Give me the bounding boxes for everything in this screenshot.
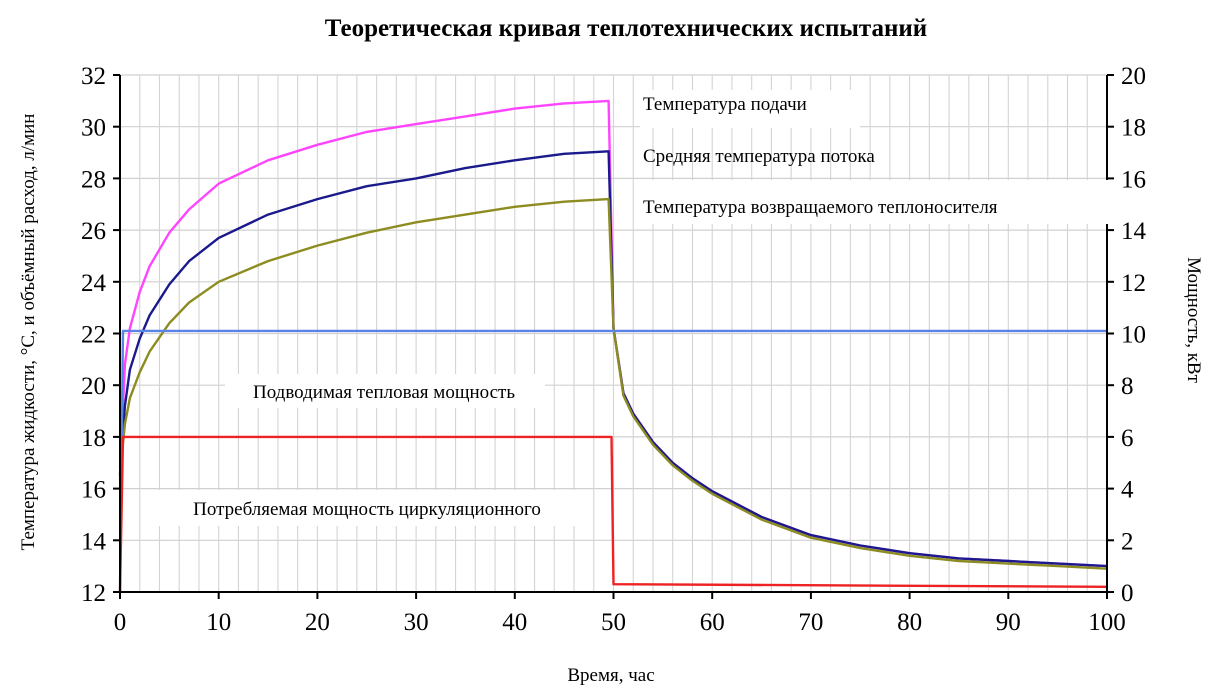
y-right-tick-label: 10 — [1121, 322, 1146, 349]
y-right-tick-label: 8 — [1121, 373, 1134, 400]
y-left-tick-label: 18 — [81, 425, 106, 452]
y-right-tick-label: 6 — [1121, 425, 1134, 452]
y-left-tick-label: 24 — [81, 270, 107, 297]
x-tick-label: 10 — [206, 609, 231, 636]
y-right-tick-label: 2 — [1121, 528, 1134, 555]
y-left-tick-label: 14 — [81, 528, 107, 555]
x-tick-label: 0 — [114, 609, 127, 636]
y-right-tick-label: 0 — [1121, 580, 1134, 607]
annotation-label-2: Средняя температура потока — [643, 146, 875, 167]
y-right-tick-label: 18 — [1121, 115, 1146, 142]
annotation-label-3: Температура возвращаемого теплоносителя — [643, 197, 998, 218]
annotation-background — [640, 180, 1110, 224]
x-tick-label: 50 — [601, 609, 626, 636]
x-tick-label: 20 — [305, 609, 330, 636]
y-left-tick-label: 32 — [81, 63, 106, 90]
series-line-3 — [118, 197, 1108, 570]
axes — [113, 74, 1114, 599]
tick-labels: 0 10 20 30 40 50 60 70 80 90 100121416182022242628… — [81, 63, 1147, 636]
x-tick-label: 60 — [700, 609, 725, 636]
y-left-tick-label: 12 — [81, 580, 106, 607]
y-axis-right-label: Мощность, кВт — [1183, 257, 1204, 383]
annotation-background — [640, 90, 860, 128]
y-right-tick-label: 4 — [1121, 477, 1134, 504]
x-tick-label: 100 — [1088, 609, 1126, 636]
y-left-tick-label: 16 — [81, 477, 106, 504]
y-left-tick-label: 30 — [81, 115, 106, 142]
annotation-label-5: Потребляемая мощность циркуляционного — [193, 499, 541, 520]
x-tick-label: 30 — [404, 609, 429, 636]
y-left-tick-label: 26 — [81, 218, 106, 245]
x-tick-label: 40 — [502, 609, 527, 636]
y-right-tick-label: 12 — [1121, 270, 1146, 297]
x-tick-label: 80 — [897, 609, 922, 636]
annotation-label-1: Температура подачи — [643, 94, 807, 115]
annotation-background — [155, 490, 580, 526]
y-right-tick-label: 14 — [1121, 218, 1147, 245]
x-tick-label: 70 — [798, 609, 823, 636]
x-axis-label: Время, час — [567, 665, 654, 685]
annotation-background — [225, 374, 545, 408]
annotations: Температура подачи Средняя температура по… — [155, 90, 1110, 526]
y-axis-left-label: Температура жидкости, °С, и объёмный рас… — [18, 114, 39, 551]
chart-title: Теоретическая кривая теплотехнических ис… — [325, 15, 927, 42]
series-line-5 — [118, 435, 1108, 593]
y-left-tick-label: 28 — [81, 166, 106, 193]
annotation-label-4: Подводимая тепловая мощность — [253, 382, 515, 403]
y-left-tick-label: 22 — [81, 322, 106, 349]
y-left-tick-label: 20 — [81, 373, 106, 400]
series-line-2 — [118, 150, 1108, 568]
y-right-tick-label: 20 — [1121, 63, 1146, 90]
y-right-tick-label: 16 — [1121, 166, 1146, 193]
x-tick-label: 90 — [996, 609, 1021, 636]
